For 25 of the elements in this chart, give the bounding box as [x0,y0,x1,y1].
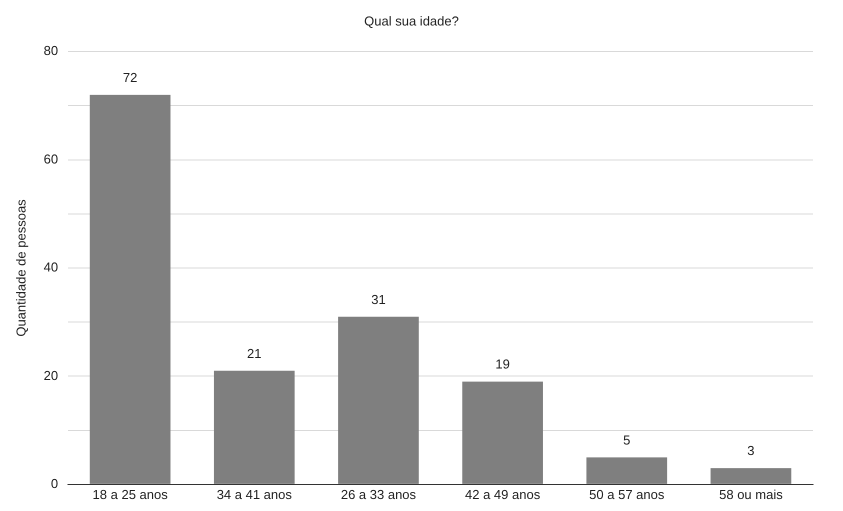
x-tick-label: 26 a 33 anos [340,486,417,502]
chart-title: Qual sua idade? [364,13,459,28]
y-tick-label: 40 [44,260,58,275]
y-tick-label: 80 [44,43,58,58]
y-axis-title: Quantidade de pessoas [13,198,28,337]
data-label: 21 [247,346,262,361]
bar [338,316,419,484]
y-tick-label: 0 [50,476,58,491]
x-tick-label: 58 ou mais [719,486,784,502]
bar [90,94,170,484]
x-tick-label: 42 a 49 anos [465,486,541,502]
bar [586,457,668,484]
bar [710,468,792,484]
data-label: 31 [371,292,386,307]
y-tick-label: 60 [44,151,58,166]
x-tick-label: 50 a 57 anos [589,486,665,502]
data-label: 19 [495,356,510,372]
data-label: 5 [623,432,630,448]
x-tick-label: 34 a 41 anos [216,486,292,502]
bar [462,382,543,484]
bar [214,370,295,484]
x-tick-label: 18 a 25 anos [92,486,168,502]
data-label: 3 [747,443,755,458]
data-label: 72 [122,70,138,85]
y-tick-label: 20 [44,368,58,383]
